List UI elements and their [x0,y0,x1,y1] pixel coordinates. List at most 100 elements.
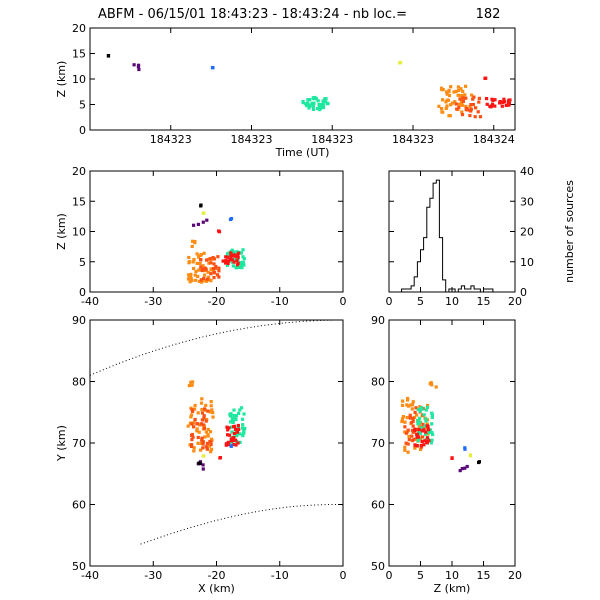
source-point [233,258,237,262]
source-point [426,403,430,408]
source-point [415,432,419,436]
source-point [463,466,467,470]
source-point [209,447,214,451]
source-point [403,448,407,452]
y-tick-label: 90 [72,314,86,327]
source-point [430,422,434,426]
histogram-bar [443,280,446,292]
source-point [403,420,407,424]
histogram-bar [487,289,490,292]
histogram-bar [421,250,424,292]
source-point [197,268,201,272]
source-point [236,261,240,265]
y-tick-label: 80 [72,376,86,389]
y-tick-label: 20 [72,165,86,178]
source-point [196,441,200,445]
source-point [408,413,412,417]
y-tick-label: 90 [371,314,385,327]
source-point [423,439,427,443]
source-point [445,92,449,96]
source-point [189,380,193,384]
source-point [477,96,481,100]
source-point [194,278,198,282]
x-tick-label: 184323 [311,133,353,146]
source-point [430,411,434,415]
source-point [423,424,427,428]
source-point [411,400,415,404]
source-point [418,429,422,433]
source-point [233,427,238,431]
source-point [450,456,454,460]
source-point [305,104,309,108]
source-point [228,217,233,222]
source-point [204,430,208,434]
source-point [193,403,197,408]
source-point [201,211,205,215]
source-point [419,426,423,430]
source-point [425,405,429,409]
source-point [241,423,245,427]
source-point [206,427,210,432]
source-point [202,276,206,280]
x-tick-label: 0 [386,569,393,582]
source-point [209,404,213,408]
source-point [407,434,411,438]
source-point [242,263,246,267]
source-point [228,412,232,416]
source-point [228,257,232,261]
source-point [460,94,464,98]
source-point [306,101,310,105]
source-point [411,419,415,423]
source-point [425,439,429,444]
source-point [460,110,464,114]
source-point [238,408,242,412]
source-point [237,251,241,255]
source-point [202,251,206,255]
source-point [209,272,213,276]
source-point [422,426,426,430]
histogram-bar [402,289,405,292]
source-point [199,204,203,208]
y-tick-label: 15 [72,195,86,208]
source-point [470,93,474,97]
y-tick-label: 10 [72,226,86,239]
source-point [460,103,465,107]
histogram-bar [427,207,430,292]
source-point [197,461,201,465]
source-point [226,440,230,444]
source-point [193,273,197,277]
source-point [471,97,475,101]
source-point [465,464,469,469]
y-tick-label: 0 [79,124,86,137]
source-point [457,102,461,106]
source-point [221,259,225,263]
source-point [206,270,210,274]
source-point [192,425,196,429]
source-point [205,441,209,445]
source-point [199,441,203,445]
source-point [230,430,234,434]
x-tick-label: 5 [417,295,424,308]
x-axis-label: X (km) [198,582,235,595]
source-point [440,107,444,111]
source-point [187,384,191,388]
location-count: 182 [476,7,501,22]
y-tick-label: 5 [79,256,86,269]
source-point [415,444,419,448]
source-point [196,222,200,226]
source-point [200,436,204,440]
source-point [196,274,200,278]
source-point [447,90,451,94]
source-point [312,107,316,111]
source-point [419,443,424,448]
source-point [232,431,236,435]
source-point [187,255,191,260]
source-point [417,416,422,420]
source-point [234,443,238,447]
source-point [232,442,236,446]
source-point [195,252,199,256]
x-tick-label: 20 [508,295,522,308]
source-point [190,438,194,442]
source-point [192,266,196,271]
source-point [191,260,195,264]
